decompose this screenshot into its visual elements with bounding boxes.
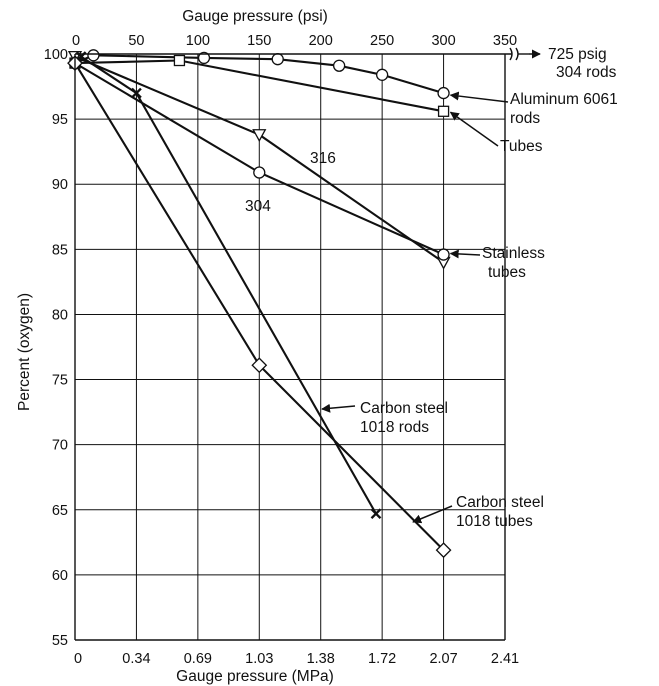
y-tick-label: 95 xyxy=(52,112,68,128)
plot-frame xyxy=(74,47,541,641)
label-carbon-steel-rods: Carbon steel 1018 rods xyxy=(360,400,448,436)
bottom-tick-label: 2.41 xyxy=(491,651,519,667)
data-point-series-0 xyxy=(87,49,100,62)
data-point-series-0 xyxy=(271,53,284,66)
x-marker-stroke xyxy=(370,508,382,520)
x-axis-title-bottom: Gauge pressure (MPa) xyxy=(176,668,334,685)
label-304: 304 xyxy=(245,198,271,215)
y-tick-label: 75 xyxy=(52,373,68,389)
data-point-series-2 xyxy=(252,129,267,143)
top-tick-label: 350 xyxy=(493,33,517,49)
label-316: 316 xyxy=(310,150,336,167)
bottom-tick-label: 0 xyxy=(74,651,82,667)
leader-aluminum-6061-rods xyxy=(449,91,509,103)
bottom-tick-label: 1.72 xyxy=(368,651,396,667)
top-tick-label: 0 xyxy=(72,33,80,49)
data-point-series-4 xyxy=(370,508,382,520)
label-tubes: Tubes xyxy=(500,138,543,155)
y-tick-label: 90 xyxy=(52,177,68,193)
axis-break-mark xyxy=(515,47,519,61)
y-tick-label: 65 xyxy=(52,503,68,519)
data-point-series-0 xyxy=(197,51,211,65)
y-axis-title: Percent (oxygen) xyxy=(16,293,33,411)
top-tick-label: 150 xyxy=(247,33,271,49)
annotations: 725 psig 304 rods Aluminum 6061 rods Tubes 31… xyxy=(245,46,618,530)
axis-break-mark xyxy=(509,47,513,61)
top-tick-label: 100 xyxy=(186,33,210,49)
y-tick-label: 80 xyxy=(52,307,68,323)
top-tick-label: 50 xyxy=(128,33,144,49)
bottom-tick-label: 1.03 xyxy=(245,651,273,667)
data-point-series-4 xyxy=(131,87,142,99)
leader-carbon-steel-rods xyxy=(321,403,356,413)
data-point-series-3 xyxy=(253,166,266,179)
data-point-series-1 xyxy=(173,54,186,67)
grid xyxy=(75,54,505,640)
data-point-series-3 xyxy=(437,248,450,261)
leader-tubes xyxy=(449,111,499,147)
y-tick-label: 60 xyxy=(52,568,68,584)
y-tick-label: 85 xyxy=(52,242,68,258)
data-point-series-5 xyxy=(435,542,452,559)
top-tick-label: 200 xyxy=(309,33,333,49)
leader-stainless-tubes xyxy=(449,249,481,259)
data-point-series-1 xyxy=(437,105,450,117)
top-tick-label: 250 xyxy=(370,33,394,49)
axis-break-label: 725 psig 304 rods xyxy=(548,46,617,81)
label-stainless-tubes: Stainless tubes xyxy=(482,245,545,281)
y-tick-label: 55 xyxy=(52,633,68,649)
y-tick-label: 70 xyxy=(52,438,68,454)
data-point-series-0 xyxy=(437,86,450,100)
leader-carbon-steel-tubes xyxy=(412,505,453,524)
label-carbon-steel-tubes: Carbon steel 1018 tubes xyxy=(456,494,544,530)
data-point-series-0 xyxy=(375,68,389,81)
x-marker-stroke xyxy=(131,87,142,99)
data-point-series-0 xyxy=(332,59,346,72)
bottom-tick-label: 1.38 xyxy=(307,651,335,667)
x-axis-title-top: Gauge pressure (psi) xyxy=(182,8,328,25)
bottom-tick-label: 0.69 xyxy=(184,651,212,667)
data-point-series-5 xyxy=(251,357,268,374)
bottom-tick-label: 2.07 xyxy=(429,651,457,667)
top-tick-label: 300 xyxy=(431,33,455,49)
axes: Gauge pressure (psi) Gauge pressure (MPa… xyxy=(16,8,519,685)
label-aluminum-6061-rods: Aluminum 6061 rods xyxy=(510,91,618,127)
bottom-tick-label: 0.34 xyxy=(122,651,150,667)
y-tick-label: 100 xyxy=(44,47,68,63)
